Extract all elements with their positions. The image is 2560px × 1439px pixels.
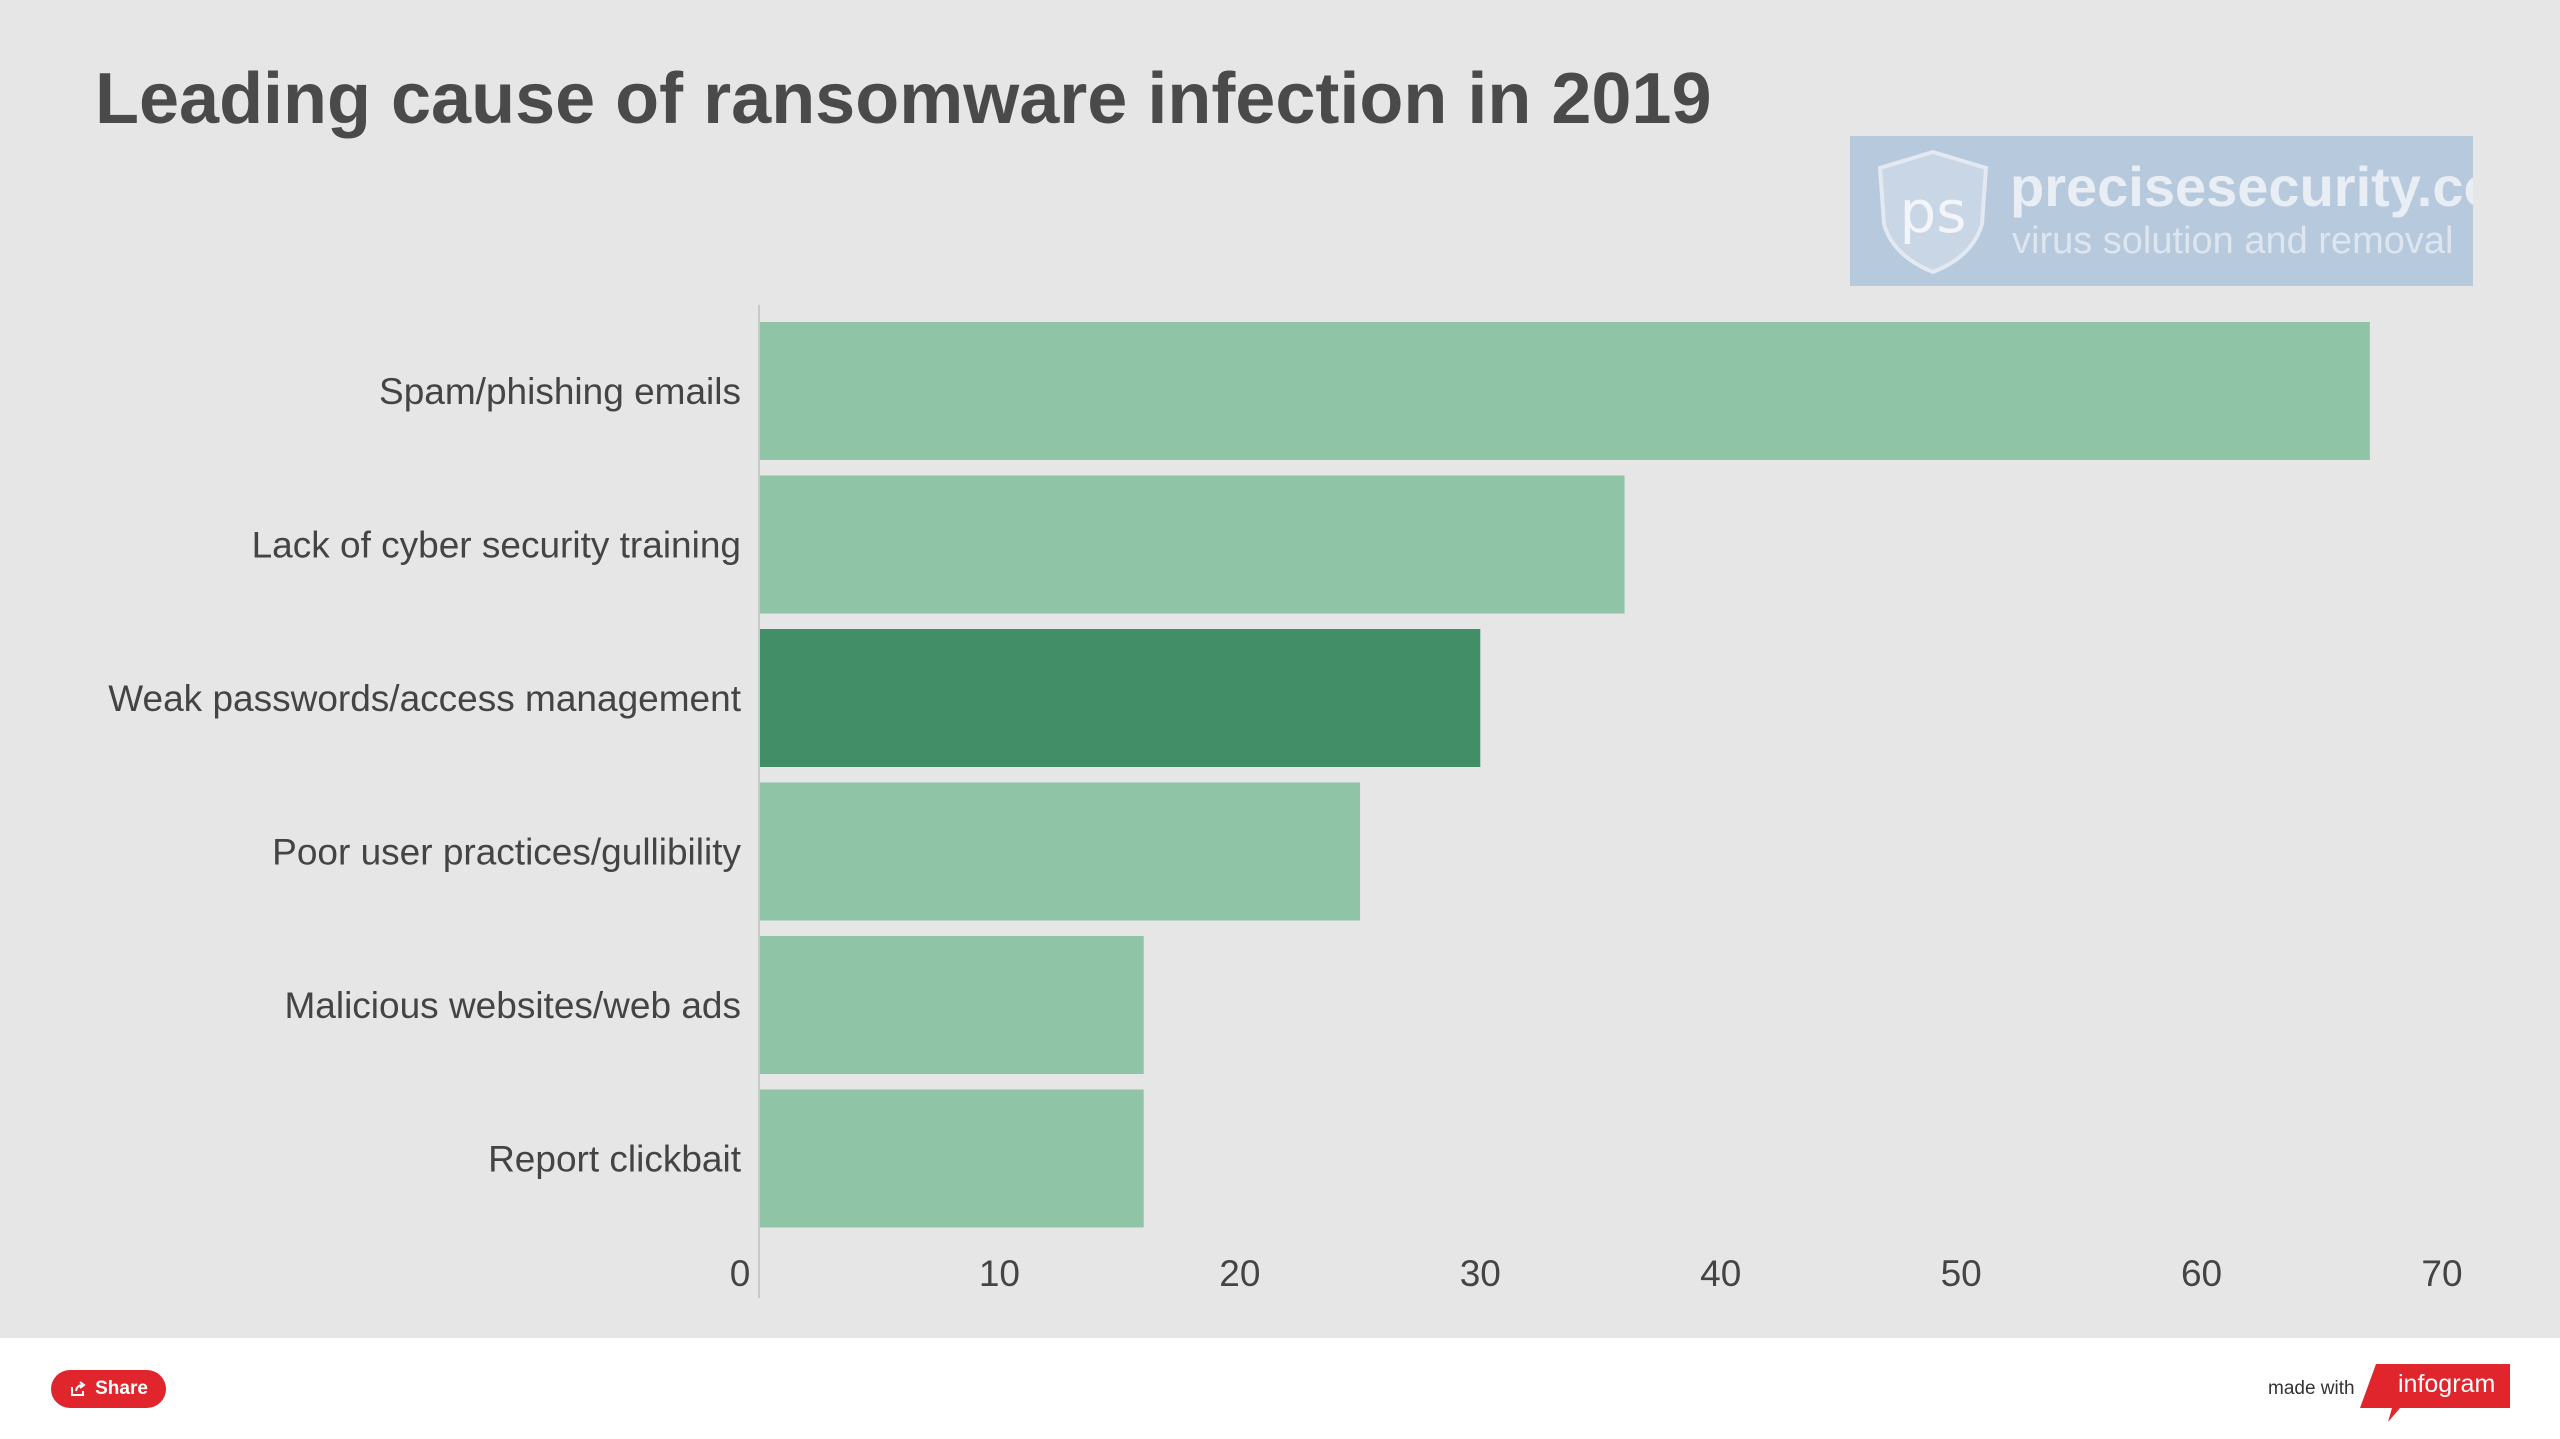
watermark-tagline: virus solution and removal	[2012, 220, 2454, 262]
x-tick-label: 60	[2181, 1253, 2222, 1294]
bar-chart: Spam/phishing emails Lack of cyber securi…	[108, 305, 2463, 1298]
x-tick-label: 10	[979, 1253, 1020, 1294]
bar[interactable]	[760, 629, 1481, 767]
chart-title: Leading cause of ransomware infection in…	[95, 59, 1712, 139]
bar[interactable]	[760, 936, 1144, 1074]
x-tick-label: 40	[1700, 1253, 1741, 1294]
category-label: Report clickbait	[488, 1139, 742, 1180]
category-label: Weak passwords/access management	[108, 678, 741, 719]
chart-canvas: Leading cause of ransomware infection in…	[0, 0, 2560, 1338]
x-tick-label: 50	[1941, 1253, 1982, 1294]
made-with-text: made with	[2268, 1378, 2355, 1399]
infogram-logo[interactable]	[2360, 1360, 2510, 1422]
shield-icon: ps	[1877, 149, 1989, 275]
category-label: Poor user practices/gullibility	[272, 832, 741, 873]
x-tick-label: 70	[2421, 1253, 2462, 1294]
category-label: Lack of cyber security training	[252, 525, 741, 566]
bar[interactable]	[760, 1089, 1144, 1228]
x-tick-label: 30	[1460, 1253, 1501, 1294]
category-label: Spam/phishing emails	[379, 371, 741, 412]
footer: Share made with infogram	[0, 1338, 2560, 1439]
x-tick-label: 20	[1219, 1253, 1260, 1294]
watermark-domain: precisesecurity.com	[2010, 155, 2473, 218]
share-icon	[71, 1381, 86, 1396]
category-label: Malicious websites/web ads	[284, 985, 741, 1026]
bar[interactable]	[760, 322, 2370, 460]
share-label: Share	[95, 1378, 148, 1399]
bar[interactable]	[760, 782, 1361, 921]
x-tick-label: 0	[730, 1253, 751, 1294]
bar[interactable]	[760, 475, 1625, 614]
watermark-logo-letters: ps	[1899, 178, 1966, 246]
share-button[interactable]: Share	[51, 1370, 166, 1408]
watermark-logo: ps precisesecurity.com virus solution an…	[1850, 136, 2473, 286]
infogram-brand[interactable]: infogram	[2398, 1370, 2496, 1398]
